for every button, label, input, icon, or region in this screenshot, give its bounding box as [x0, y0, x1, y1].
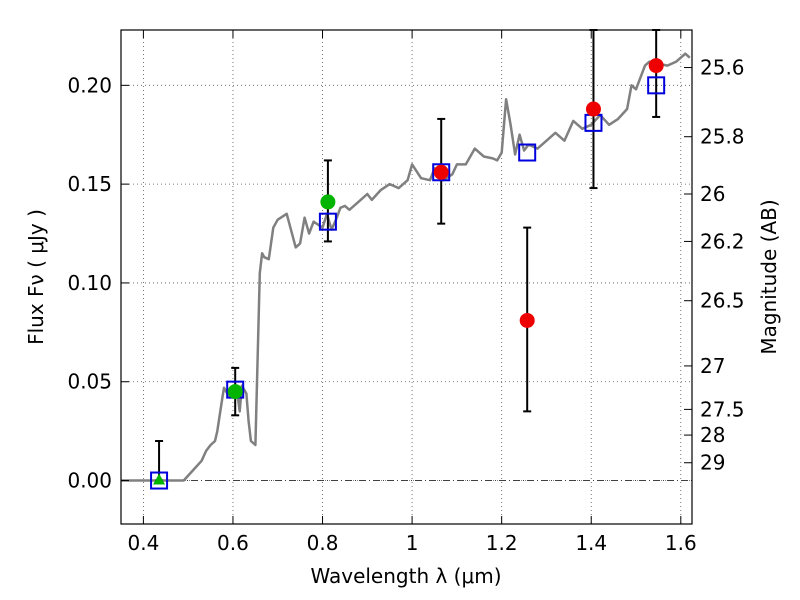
y-tick-label: 0.05: [67, 370, 112, 394]
right-tick-label: 29: [700, 451, 725, 475]
y-tick-label: 0.10: [67, 271, 112, 295]
x-tick-label: 1.4: [575, 531, 607, 555]
right-tick-label: 26: [700, 182, 725, 206]
right-tick-labels: 25.6 25.8 26 26.2 26.5 27 27.528 29: [700, 56, 745, 475]
right-axis-label: Magnitude (AB): [757, 199, 781, 354]
x-tick-label: 1.6: [665, 531, 697, 555]
measurement-circle: [227, 384, 243, 400]
axis-ticks: [121, 30, 692, 524]
x-tick-label: 0.6: [217, 531, 249, 555]
y-tick-label: 0.15: [67, 172, 112, 196]
measurement-circle: [585, 101, 601, 117]
right-tick-label: 26.2: [700, 229, 745, 253]
x-tick-label: 1: [406, 531, 419, 555]
measurement-triangle: [153, 473, 166, 485]
measurement-circle: [519, 312, 535, 328]
model-point-square: [318, 212, 337, 231]
measurement-circle: [433, 164, 449, 180]
x-tick-label: 1.2: [486, 531, 518, 555]
right-tick-label: 27: [700, 354, 725, 378]
y-axis-label: Flux Fν ( μJy ): [24, 209, 48, 345]
y-tick-label: 0.00: [67, 469, 112, 493]
model-point-square: [647, 76, 666, 95]
right-tick-label: 25.8: [700, 125, 745, 149]
right-tick-label: 26.5: [700, 289, 745, 313]
model-point-square: [432, 163, 451, 182]
right-tick-label: 28: [700, 423, 725, 447]
x-axis-label: Wavelength λ (μm): [310, 564, 501, 588]
plot-frame: [120, 29, 693, 525]
measurement-markers: [153, 58, 664, 485]
right-tick-label: 27.5: [700, 397, 745, 421]
x-tick-label: 0.4: [127, 531, 159, 555]
y-tick-label: 0.20: [67, 73, 112, 97]
x-tick-labels: 0.4 0.6 0.8 1 1.2 1.4 1.6: [127, 531, 696, 555]
model-points: [150, 76, 666, 490]
model-point-square: [150, 471, 169, 490]
model-point-square: [518, 143, 537, 162]
measurement-circle: [648, 58, 664, 74]
y-tick-labels: 0.00 0.05 0.10 0.15 0.20: [67, 73, 112, 492]
right-tick-label: 25.6: [700, 56, 745, 80]
measurement-circle: [320, 194, 336, 210]
x-tick-label: 0.8: [307, 531, 339, 555]
